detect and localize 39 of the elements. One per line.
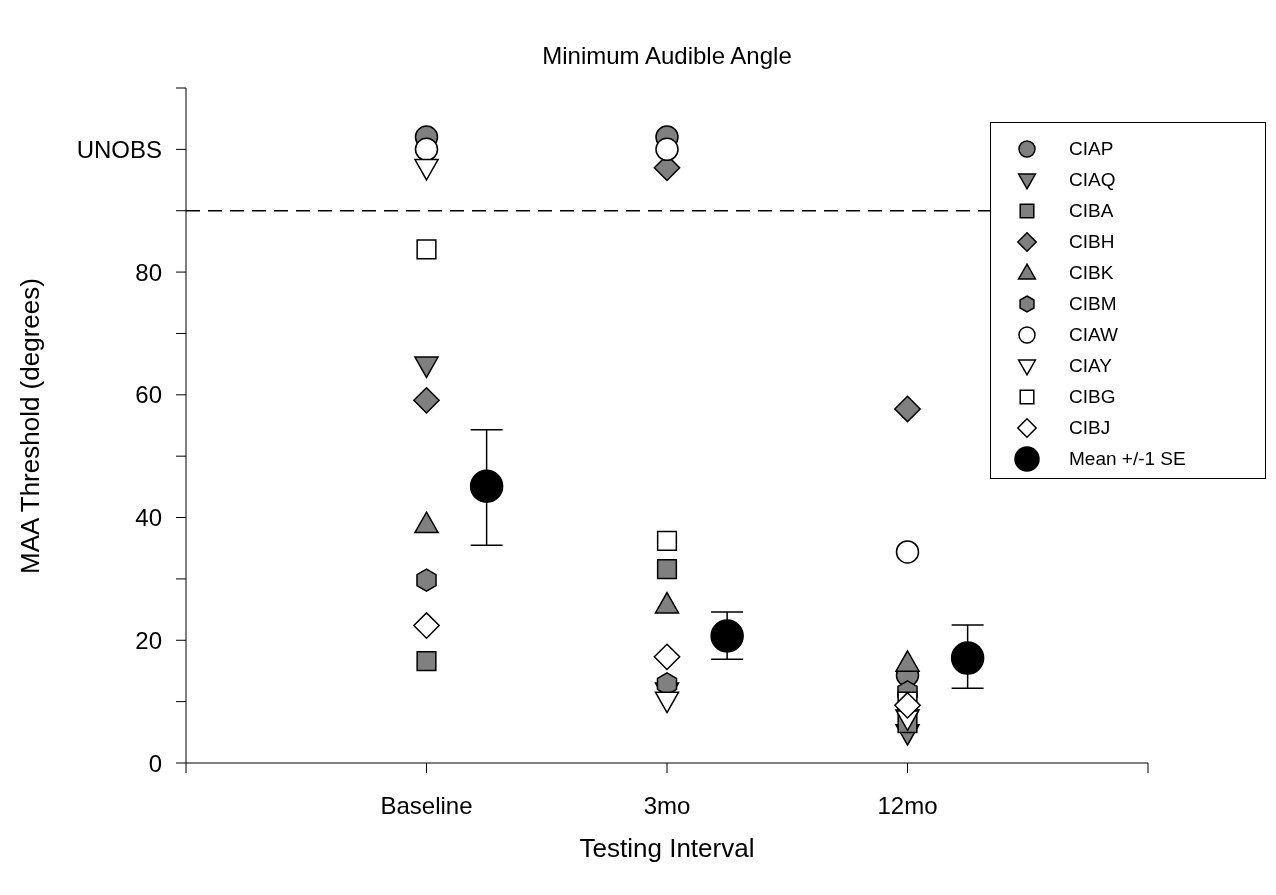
point (414, 158, 439, 181)
point (413, 612, 440, 639)
legend-label: CIAY (1069, 354, 1112, 377)
legend-label: Mean +/-1 SE (1069, 447, 1186, 470)
x-tick-label: 3mo (643, 792, 691, 820)
point (414, 511, 439, 534)
legend-label: CIBH (1069, 230, 1115, 253)
point (895, 540, 920, 564)
point (414, 137, 439, 162)
legend-label: CIAQ (1069, 168, 1116, 191)
point (416, 239, 437, 260)
y-axis-title: MAA Threshold (degrees) (14, 277, 46, 574)
legend-label: CIAP (1069, 137, 1114, 160)
legend-label: CIBK (1069, 261, 1114, 284)
chart-title: Minimum Audible Angle (541, 42, 793, 70)
y-tick-label: 20 (135, 626, 162, 654)
point (416, 568, 437, 592)
y-tick-label: 80 (135, 258, 162, 286)
point (656, 530, 678, 551)
point (416, 651, 437, 672)
legend-label: CIBA (1069, 199, 1114, 222)
point (895, 650, 920, 672)
point (894, 395, 921, 423)
legend-label: CIBG (1069, 385, 1116, 408)
x-axis-title: Testing Interval (578, 833, 756, 864)
x-tick-label: 12mo (877, 792, 938, 820)
point (413, 386, 440, 414)
y-tick-label: 60 (135, 381, 162, 409)
legend-label: CIBM (1069, 292, 1117, 315)
y-tick-label: 0 (148, 749, 162, 777)
point (894, 691, 921, 719)
point (653, 643, 681, 671)
point (655, 137, 679, 162)
y-tick-label: 40 (135, 504, 162, 532)
legend-label: CIBJ (1069, 416, 1111, 439)
x-tick-label: Baseline (380, 792, 473, 820)
point (656, 558, 678, 580)
legend-label: CIAW (1069, 323, 1118, 346)
y-tick-label: UNOBS (76, 135, 162, 163)
